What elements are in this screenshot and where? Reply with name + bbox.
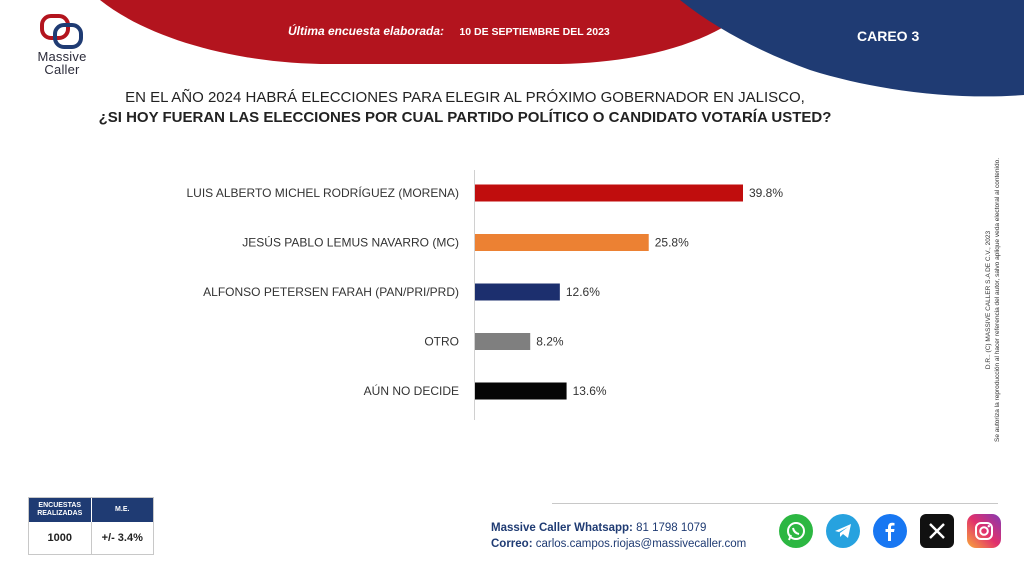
whatsapp-label: Massive Caller Whatsapp:: [491, 522, 633, 534]
category-label: OTRO: [424, 335, 459, 349]
copyright-note: D.R.. (C) MASSIVE CALLER S.A DE C.V., 20…: [984, 130, 1002, 470]
brand-name-line2: Caller: [44, 62, 80, 77]
bar-value-label: 12.6%: [566, 285, 600, 299]
bar-value-label: 39.8%: [749, 186, 783, 200]
stats-header-margin: M.E.: [115, 506, 130, 513]
contact-info: Massive Caller Whatsapp: 81 1798 1079 Co…: [491, 520, 746, 552]
whatsapp-icon[interactable]: [779, 514, 813, 548]
category-label: LUIS ALBERTO MICHEL RODRÍGUEZ (MORENA): [187, 185, 460, 200]
x-icon[interactable]: [920, 514, 954, 548]
stats-value-margin: +/- 3.4%: [101, 532, 143, 544]
bar-value-label: 25.8%: [655, 236, 689, 250]
whatsapp-number[interactable]: 81 1798 1079: [636, 522, 707, 534]
question-line-2: ¿SI HOY FUERAN LAS ELECCIONES POR CUAL P…: [98, 109, 832, 126]
survey-date: Última encuesta elaborada: 10 DE SEPTIEM…: [288, 24, 610, 38]
survey-stats-table: ENCUESTAS REALIZADAS M.E. 1000 +/- 3.4%: [28, 497, 154, 555]
bar-value-label: 13.6%: [573, 384, 607, 398]
bar: [475, 234, 649, 251]
bar-chart: LUIS ALBERTO MICHEL RODRÍGUEZ (MORENA) 39…: [187, 184, 783, 400]
category-label: AÚN NO DECIDE: [364, 383, 459, 398]
email-label: Correo:: [491, 538, 533, 550]
category-label: JESÚS PABLO LEMUS NAVARRO (MC): [242, 235, 459, 250]
question-line-1: EN EL AÑO 2024 HABRÁ ELECCIONES PARA ELE…: [125, 89, 805, 106]
brand-name: Massive: [37, 49, 87, 64]
bar: [475, 382, 567, 400]
stats-value-surveys: 1000: [29, 522, 92, 554]
brand-logo: Massive Caller: [22, 14, 102, 84]
bar: [475, 333, 531, 350]
social-links: [779, 514, 1001, 548]
footer-divider: [552, 503, 998, 504]
bar: [475, 283, 560, 301]
facebook-icon[interactable]: [873, 514, 907, 548]
survey-date-value: 10 DE SEPTIEMBRE DEL 2023: [459, 26, 610, 38]
chart-axis-line: [474, 170, 475, 420]
stats-header-surveys: ENCUESTAS REALIZADAS: [29, 498, 92, 522]
email-link[interactable]: carlos.campos.riojas@massivecaller.com: [535, 538, 747, 550]
copyright-line-2: Se autoriza la reproducción al hacer ref…: [994, 158, 1001, 443]
survey-date-label: Última encuesta elaborada:: [288, 24, 445, 38]
logo-mark-icon: [40, 14, 83, 49]
telegram-icon[interactable]: [826, 514, 860, 548]
instagram-icon[interactable]: [967, 514, 1001, 548]
careo-label: CAREO 3: [857, 28, 920, 44]
bar: [475, 184, 743, 202]
copyright-line-1: D.R.. (C) MASSIVE CALLER S.A DE C.V., 20…: [985, 230, 992, 370]
bar-value-label: 8.2%: [536, 335, 564, 349]
category-label: ALFONSO PETERSEN FARAH (PAN/PRI/PRD): [203, 285, 459, 299]
header-band: [100, 0, 1024, 97]
